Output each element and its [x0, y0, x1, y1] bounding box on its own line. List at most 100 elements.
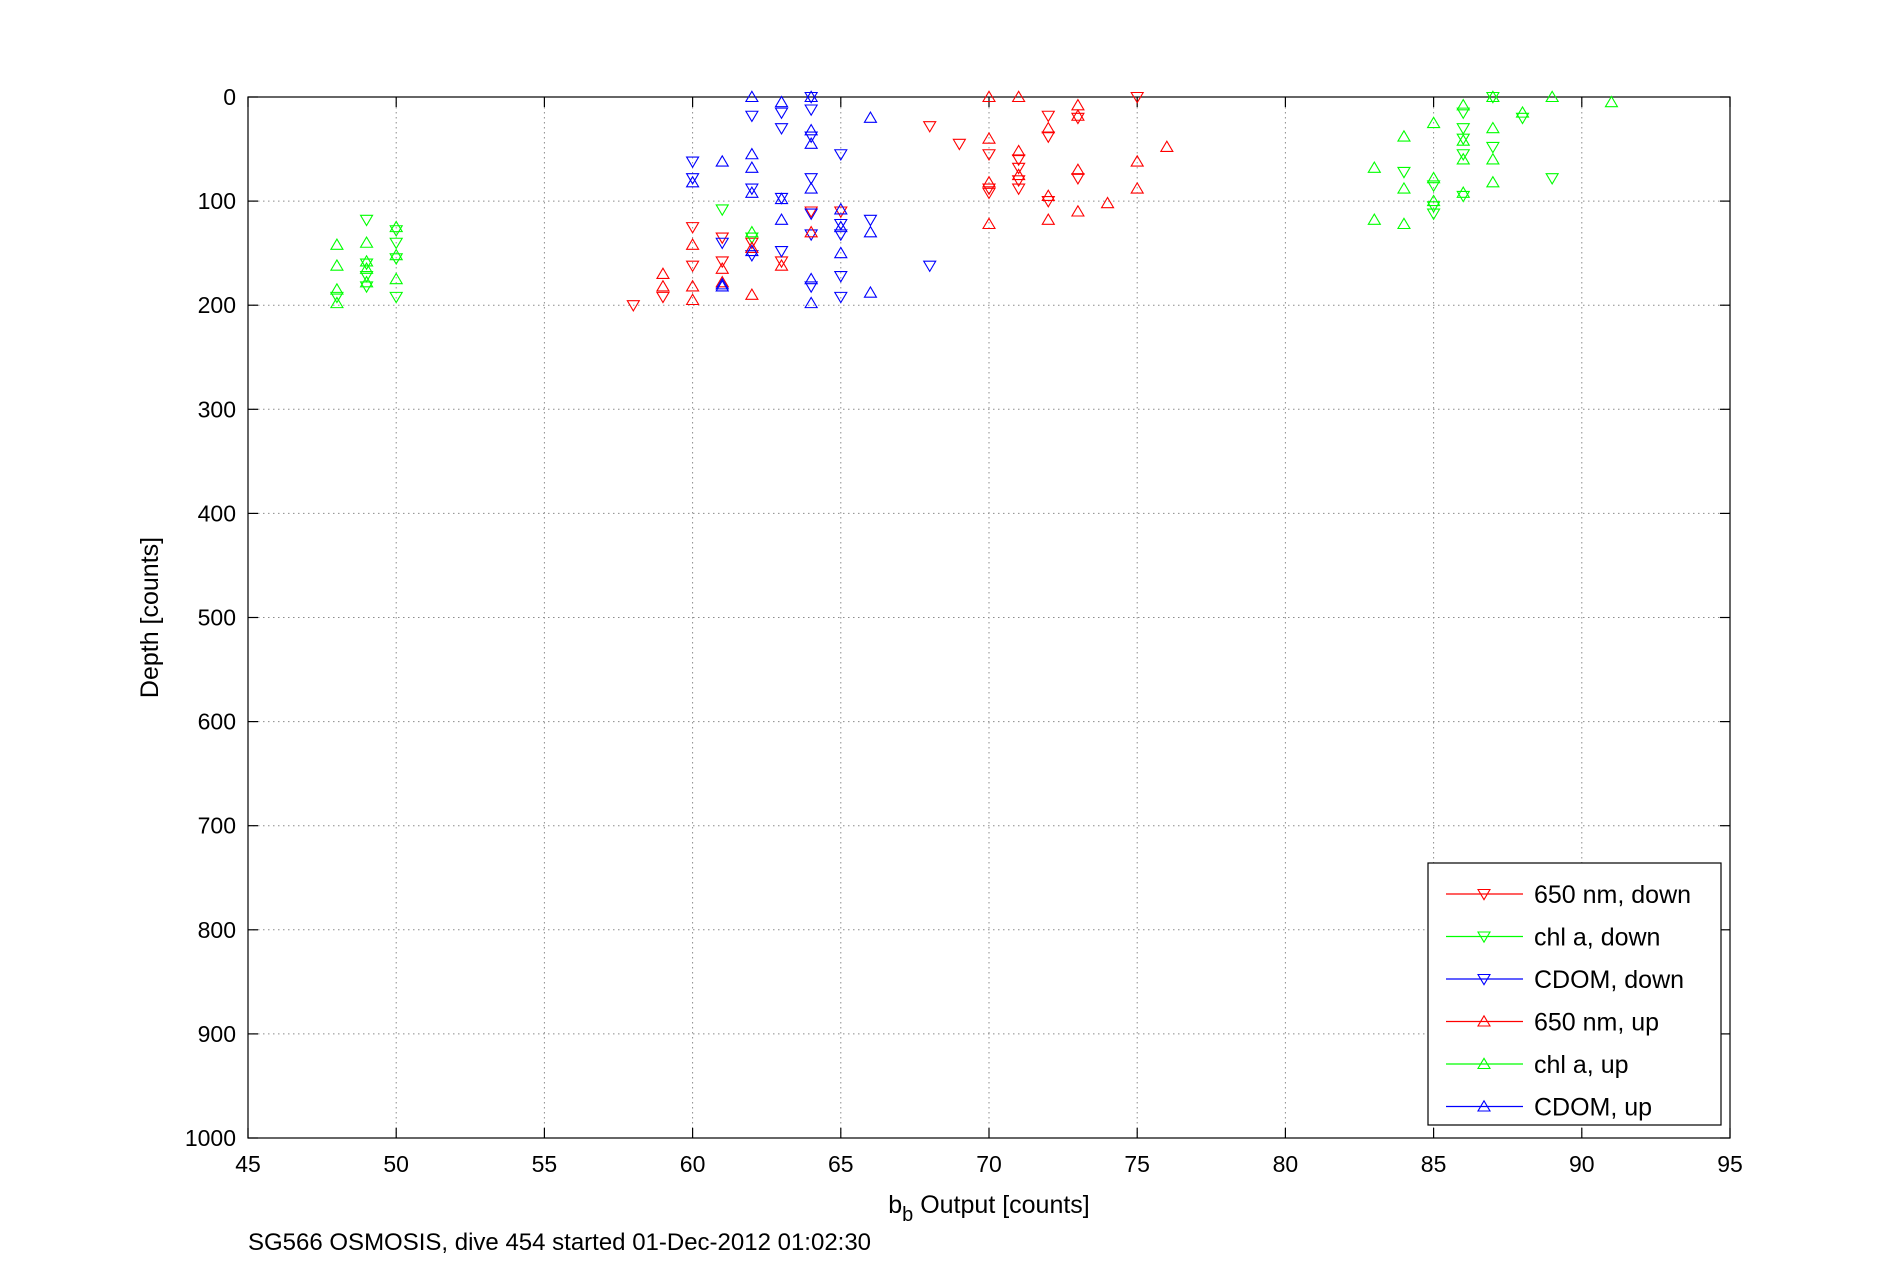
data-point-marker — [744, 237, 759, 250]
data-point-marker — [1130, 154, 1145, 167]
data-point-marker — [1485, 91, 1500, 104]
data-point-marker — [1485, 141, 1500, 154]
data-point-marker — [359, 258, 374, 271]
data-point-marker — [389, 248, 404, 261]
data-point-marker — [329, 296, 344, 309]
data-point-marker — [1515, 112, 1530, 125]
x-tick-label: 95 — [1717, 1151, 1743, 1177]
data-point-marker — [1426, 171, 1441, 184]
x-tick-label: 75 — [1124, 1151, 1150, 1177]
data-point-marker — [774, 192, 789, 205]
data-point-marker — [1011, 183, 1026, 196]
series-5 — [685, 90, 878, 309]
data-point-marker — [626, 300, 641, 312]
data-point-marker — [982, 175, 996, 188]
data-point-marker — [1159, 140, 1174, 153]
data-point-marker — [1011, 175, 1026, 188]
data-point-marker — [389, 220, 404, 233]
y-tick-label: 700 — [198, 813, 236, 839]
data-point-marker — [685, 156, 700, 169]
data-point-marker — [1426, 116, 1441, 129]
data-point-marker — [1545, 90, 1560, 103]
data-point-marker — [863, 214, 878, 227]
data-point-marker — [744, 241, 759, 253]
data-point-marker — [359, 275, 374, 288]
data-point-marker — [1456, 185, 1471, 198]
data-point-marker — [359, 254, 374, 267]
data-point-marker — [1367, 161, 1382, 173]
series-2 — [685, 91, 937, 304]
data-point-marker — [804, 208, 819, 221]
data-point-marker — [774, 95, 789, 108]
data-point-marker — [833, 218, 848, 231]
data-point-marker — [715, 277, 730, 290]
data-point-marker — [389, 225, 404, 238]
x-tick-label: 55 — [532, 1151, 558, 1177]
data-point-marker — [982, 187, 996, 200]
data-point-marker — [833, 206, 848, 219]
data-point-marker — [744, 232, 759, 245]
legend-entry: chl a, down — [1446, 924, 1660, 952]
x-tick-label: 80 — [1273, 1151, 1299, 1177]
data-point-marker — [685, 222, 700, 234]
data-point-marker — [774, 107, 789, 120]
data-point-marker — [1041, 110, 1056, 123]
data-point-marker — [329, 258, 344, 271]
data-point-marker — [329, 238, 344, 250]
data-point-marker — [389, 237, 404, 250]
legend-box — [1427, 862, 1722, 1126]
x-axis-label: bb Output [counts] — [888, 1191, 1090, 1226]
legend-label: CDOM, down — [1534, 966, 1684, 994]
legend-entry: CDOM, down — [1446, 966, 1684, 994]
data-point-marker — [804, 137, 819, 149]
legend-label: chl a, up — [1534, 1051, 1629, 1079]
data-point-marker — [1041, 189, 1056, 201]
x-tick-label: 85 — [1421, 1151, 1447, 1177]
data-point-marker — [1011, 144, 1026, 157]
data-point-marker — [1485, 121, 1500, 134]
y-axis-label: Depth [counts] — [136, 537, 164, 698]
series-4 — [329, 90, 1619, 309]
data-point-marker — [359, 214, 374, 227]
y-tick-label: 400 — [198, 500, 236, 526]
data-point-marker — [1485, 90, 1500, 103]
data-point-marker — [1130, 181, 1145, 194]
data-point-marker — [1604, 95, 1619, 108]
data-point-marker — [744, 110, 759, 123]
data-point-marker — [655, 267, 670, 280]
data-point-marker — [804, 90, 819, 103]
data-point-marker — [715, 275, 730, 288]
data-point-marker — [1426, 194, 1441, 207]
data-point-marker — [804, 281, 819, 294]
data-point-marker — [1367, 213, 1382, 225]
data-point-marker — [715, 256, 730, 269]
data-point-marker — [833, 271, 848, 283]
data-point-marker — [1070, 173, 1085, 185]
legend-label: 650 nm, down — [1534, 881, 1691, 909]
data-point-marker — [804, 272, 819, 285]
data-point-marker — [685, 260, 700, 273]
legend-entry: 650 nm, up — [1446, 1009, 1659, 1037]
data-point-marker — [715, 237, 730, 250]
data-point-marker — [359, 261, 374, 274]
data-point-marker — [804, 229, 819, 242]
data-point-marker — [1396, 129, 1411, 142]
data-point-marker — [804, 123, 819, 136]
data-point-marker — [1130, 91, 1145, 104]
data-point-marker — [1426, 201, 1441, 214]
data-point-marker — [1456, 190, 1471, 203]
data-point-marker — [655, 291, 670, 304]
data-point-marker — [833, 291, 848, 304]
x-tick-label: 65 — [828, 1151, 854, 1177]
data-point-marker — [1456, 107, 1471, 120]
dive-caption: SG566 OSMOSIS, dive 454 started 01-Dec-2… — [248, 1229, 871, 1256]
y-tick-label: 0 — [223, 84, 236, 110]
data-point-marker — [1456, 98, 1471, 111]
legend-entry: chl a, up — [1446, 1051, 1629, 1079]
x-axis-label-rest: Output [counts] — [913, 1191, 1090, 1219]
series-0 — [626, 91, 1145, 312]
data-point-marker — [833, 246, 848, 259]
data-point-marker — [389, 291, 404, 304]
data-point-marker — [359, 235, 374, 248]
data-point-marker — [1011, 168, 1026, 181]
